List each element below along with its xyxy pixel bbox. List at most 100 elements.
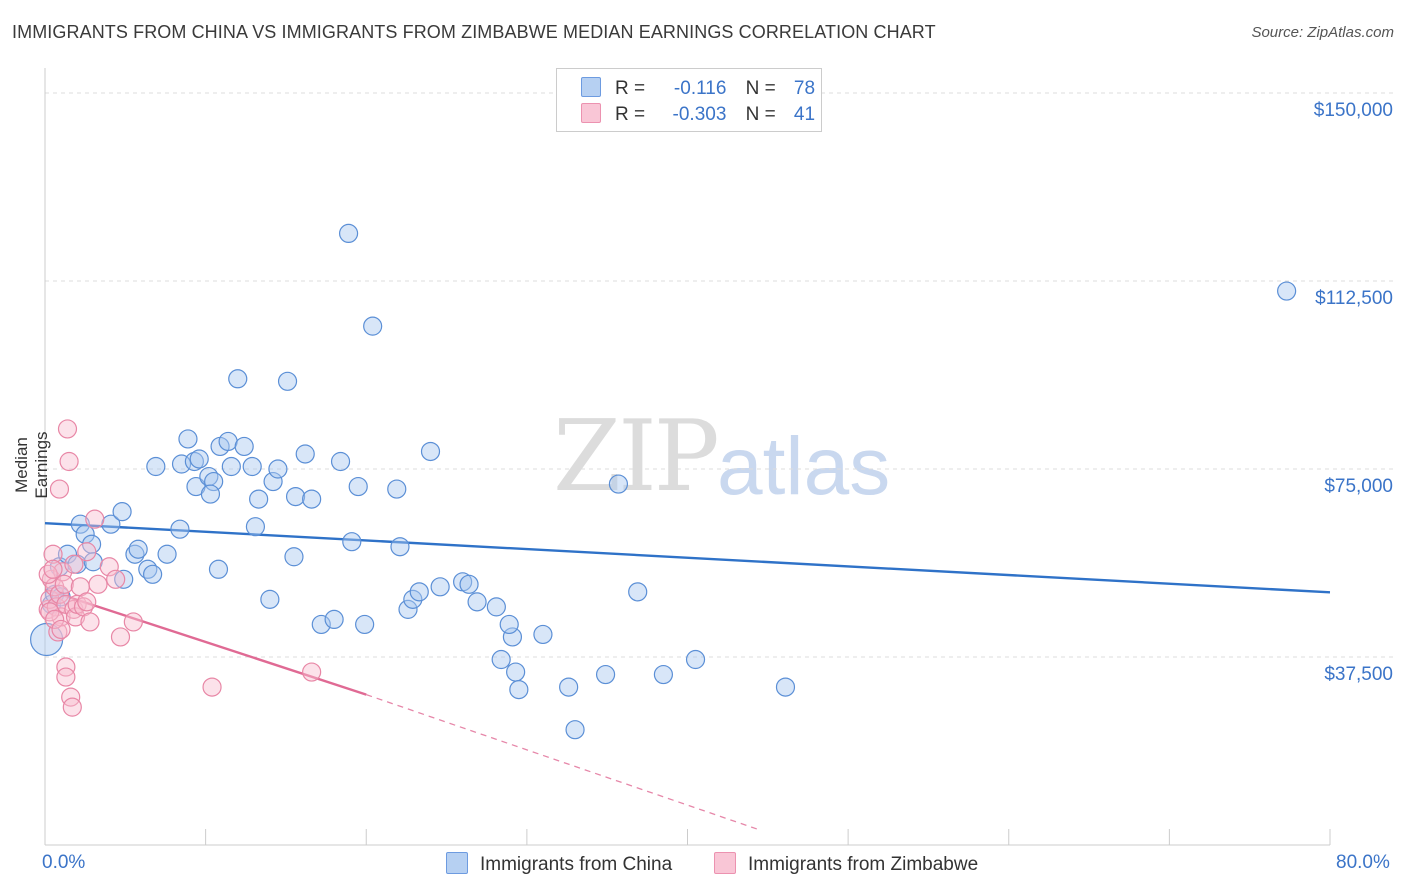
zimbabwe-point-10 — [54, 574, 74, 594]
legend-zimbabwe-n-value: 41 — [793, 104, 816, 125]
correlation-legend: R = -0.116 N = 78 R = -0.303 N = 41 — [556, 68, 822, 132]
zimbabwe-point-29 — [85, 509, 105, 529]
china-point-28 — [200, 484, 221, 504]
zimbabwe-point-18 — [61, 687, 81, 707]
zimbabwe-point-15 — [56, 667, 76, 687]
zimbabwe-point-35 — [99, 557, 119, 577]
china-point-79 — [1277, 281, 1297, 301]
china-point-7 — [70, 514, 90, 534]
china-swatch-icon — [581, 77, 601, 97]
bottom-legend-zimbabwe: Immigrants from Zimbabwe — [714, 852, 978, 876]
x-tick-min: 0.0% — [42, 852, 86, 873]
bottom-legend-zimbabwe-label: Immigrants from Zimbabwe — [748, 854, 979, 875]
y-tick-label-0: $150,000 — [1313, 100, 1393, 122]
china-point-22 — [178, 429, 198, 449]
legend-zimbabwe-n-label: N = — [745, 104, 776, 125]
china-point-72 — [565, 720, 585, 740]
zimbabwe-point-39 — [202, 677, 222, 697]
china-point-36 — [245, 517, 266, 537]
china-point-53 — [363, 316, 383, 336]
china-point-12 — [112, 502, 132, 522]
zimbabwe-point-37 — [110, 627, 131, 647]
china-point-76 — [653, 664, 674, 685]
china-point-35 — [242, 456, 262, 477]
watermark-atlas: atlas — [717, 421, 891, 512]
source-label: Source: ZipAtlas.com — [1251, 24, 1394, 41]
y-tick-label-3: $37,500 — [1324, 664, 1393, 685]
china-point-52 — [355, 614, 375, 635]
china-point-38 — [260, 589, 280, 609]
legend-china-n-value: 78 — [793, 78, 816, 99]
china-point-62 — [459, 574, 479, 594]
china-point-41 — [277, 371, 298, 391]
zimbabwe-point-6 — [48, 622, 68, 642]
zimbabwe-trend-line — [44, 588, 367, 696]
china-point-50 — [342, 532, 362, 552]
watermark-zip: ZIP — [553, 400, 720, 514]
china-point-49 — [338, 223, 359, 244]
china-point-5 — [57, 544, 78, 564]
china-point-45 — [302, 489, 322, 509]
zimbabwe-point-20 — [64, 554, 84, 574]
china-point-37 — [249, 489, 269, 509]
zimbabwe-point-36 — [106, 569, 126, 589]
china-point-65 — [491, 649, 511, 670]
china-point-67 — [499, 614, 519, 635]
china-point-34 — [234, 436, 254, 457]
zimbabwe-point-14 — [56, 657, 76, 677]
china-point-24 — [189, 449, 209, 469]
china-point-77 — [685, 649, 706, 670]
zimbabwe-point-7 — [49, 584, 70, 604]
china-point-78 — [775, 677, 796, 697]
china-point-60 — [430, 577, 450, 597]
china-point-69 — [509, 679, 529, 700]
zimbabwe-point-34 — [51, 619, 71, 640]
zimbabwe-point-28 — [77, 592, 97, 612]
china-legend-swatch-icon — [446, 852, 468, 874]
china-point-73 — [595, 664, 616, 685]
x-tick-max: 80.0% — [1336, 852, 1390, 873]
china-point-19 — [128, 539, 148, 559]
china-point-58 — [409, 582, 429, 602]
china-point-70 — [533, 624, 553, 645]
zimbabwe-trend-extension — [366, 693, 760, 831]
zimbabwe-point-38 — [123, 612, 143, 632]
china-point-20 — [146, 456, 166, 477]
china-point-47 — [324, 609, 344, 630]
legend-row-china: R = -0.116 N = 78 — [581, 77, 815, 100]
legend-row-zimbabwe: R = -0.303 N = 41 — [581, 103, 815, 126]
china-point-33 — [228, 369, 248, 389]
china-point-31 — [218, 431, 238, 452]
zimbabwe-point-19 — [62, 697, 82, 717]
chart-title: IMMIGRANTS FROM CHINA VS IMMIGRANTS FROM… — [12, 22, 936, 42]
zimbabwe-point-27 — [80, 612, 100, 632]
zimbabwe-point-32 — [45, 609, 65, 630]
china-point-44 — [295, 444, 315, 464]
zimbabwe-point-30 — [88, 574, 108, 594]
china-point-27 — [204, 471, 224, 492]
zimbabwe-point-3 — [43, 544, 63, 564]
legend-zimbabwe-r-value: -0.303 — [672, 104, 727, 125]
china-point-48 — [330, 451, 351, 472]
china-point-15 — [157, 544, 177, 564]
bottom-legend-china: Immigrants from China — [446, 852, 672, 876]
china-point-74 — [608, 474, 629, 494]
china-point-51 — [348, 476, 368, 497]
legend-china-r-label: R = — [615, 78, 646, 99]
zimbabwe-point-17 — [59, 451, 79, 472]
china-point-63 — [467, 592, 487, 612]
china-point-71 — [559, 677, 579, 697]
legend-china-r-value: -0.116 — [673, 78, 727, 99]
zimbabwe-swatch-icon — [581, 103, 601, 123]
china-point-32 — [221, 456, 241, 477]
axes — [44, 68, 1331, 846]
china-point-46 — [311, 614, 331, 635]
data-points — [30, 223, 1297, 740]
china-point-42 — [284, 547, 304, 567]
zimbabwe-point-40 — [302, 662, 322, 682]
china-point-57 — [403, 589, 423, 609]
zimbabwe-point-16 — [57, 419, 78, 439]
china-point-18 — [114, 569, 134, 589]
legend-zimbabwe-r-label: R = — [615, 104, 646, 125]
